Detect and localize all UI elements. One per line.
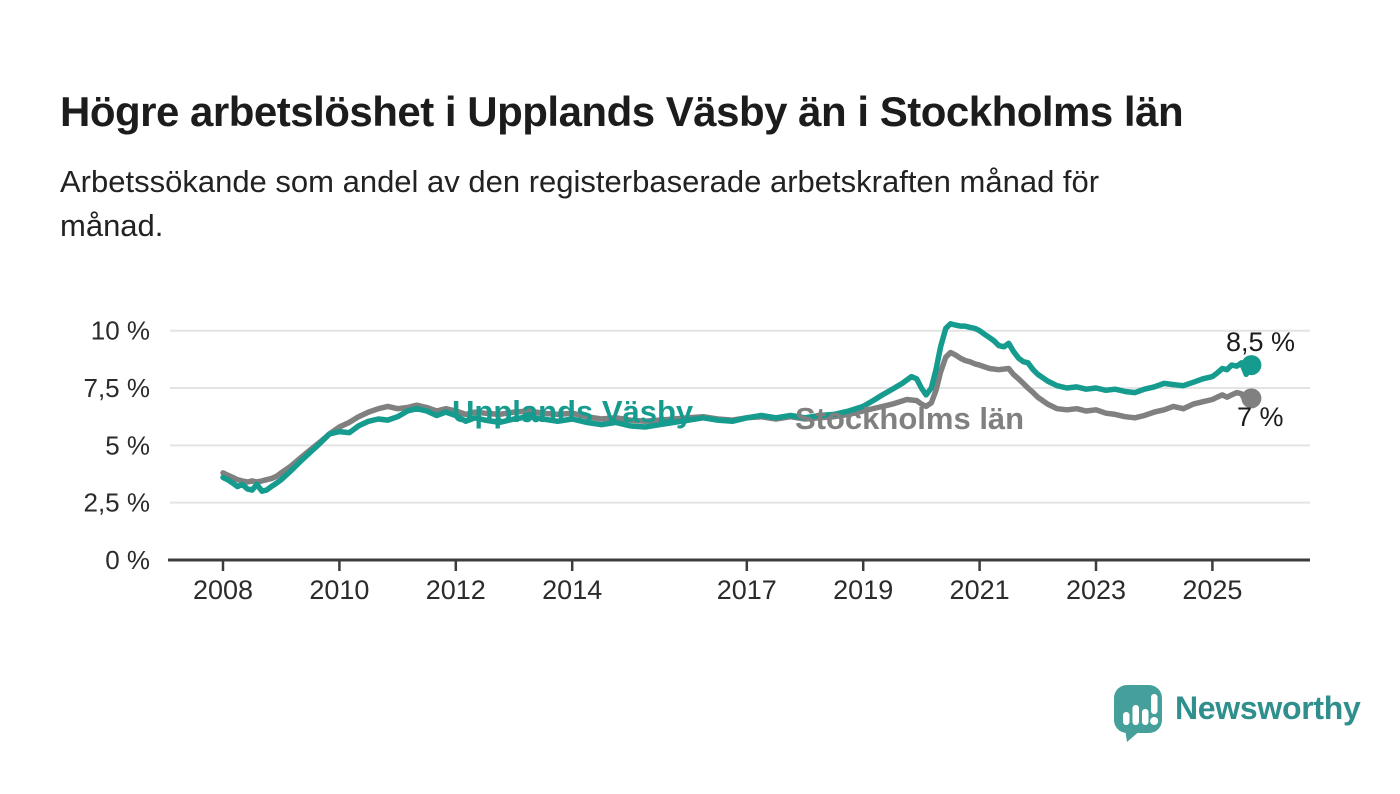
series-label-stockholms-lan: Stockholms län	[795, 401, 1025, 436]
series-line-upplands-v-sby	[220, 321, 1255, 494]
y-tick-label: 7,5 %	[84, 373, 151, 403]
y-tick-label: 0 %	[105, 545, 150, 575]
x-tick-label: 2025	[1182, 575, 1242, 605]
x-tick-label: 2012	[426, 575, 486, 605]
x-tick-label: 2021	[950, 575, 1010, 605]
y-tick-label: 5 %	[105, 430, 150, 460]
x-tick-label: 2014	[542, 575, 602, 605]
chart-subtitle-line-1: Arbetssökande som andel av den registerb…	[60, 164, 1100, 199]
end-value-stockholms-lan: 7 %	[1237, 402, 1284, 432]
end-dot-upplands-v-sby	[1241, 355, 1262, 376]
end-dot-stockholms-l-n	[1241, 388, 1262, 409]
x-tick-label: 2008	[193, 575, 253, 605]
x-tick-label: 2019	[833, 575, 893, 605]
speech-bubble-bar-chart-icon	[1114, 685, 1162, 742]
x-tick-label: 2023	[1066, 575, 1126, 605]
series-label-upplands-vasby: Upplands Väsby	[452, 394, 694, 429]
x-tick-label: 2017	[717, 575, 777, 605]
y-tick-label: 10 %	[91, 316, 150, 346]
chart-subtitle: Arbetssökande som andel av den registerb…	[60, 160, 1290, 248]
end-value-upplands-vasby: 8,5 %	[1226, 327, 1296, 357]
chart-subtitle-line-2: månad.	[60, 208, 164, 244]
x-tick-label: 2010	[309, 575, 369, 605]
newsworthy-logo: Newsworthy	[1112, 684, 1361, 742]
newsworthy-wordmark: Newsworthy	[1175, 690, 1361, 726]
chart-title: Högre arbetslöshet i Upplands Väsby än i…	[60, 88, 1184, 136]
y-tick-label: 2,5 %	[84, 488, 151, 518]
